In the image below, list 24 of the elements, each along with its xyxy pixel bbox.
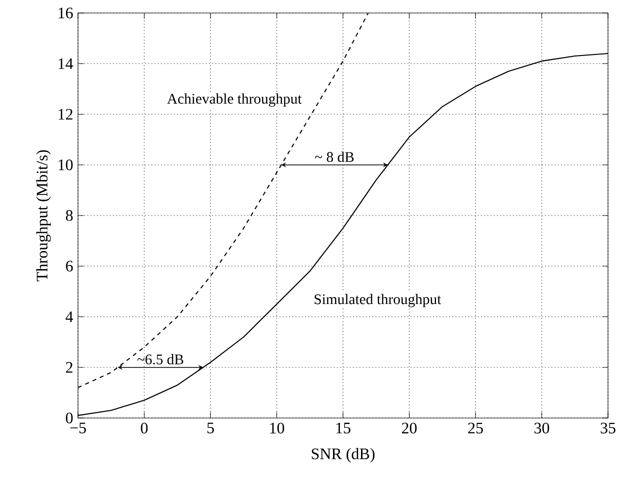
- annotation: ~ 8 dB: [315, 152, 354, 162]
- y-tick-label: 0: [66, 412, 73, 424]
- x-tick-label: 30: [534, 422, 550, 434]
- annotation: Simulated throughput: [314, 294, 442, 308]
- y-axis-title: Throughput (Mbit/s): [36, 150, 51, 282]
- y-tick-label: 2: [66, 362, 72, 373]
- x-tick-label: 35: [600, 422, 616, 434]
- y-tick-label: 16: [58, 8, 73, 18]
- x-tick-label: 20: [402, 422, 417, 434]
- y-tick-label: 8: [66, 210, 73, 221]
- x-tick-label: −5: [70, 422, 86, 434]
- y-tick-label: 12: [58, 108, 72, 120]
- y-tick-label: 4: [66, 311, 74, 322]
- y-tick-label: 14: [58, 58, 74, 69]
- annotation: Achievable throughput: [167, 93, 302, 107]
- x-tick-label: 25: [468, 422, 483, 434]
- y-tick-label: 10: [58, 159, 73, 170]
- x-tick-label: 10: [270, 422, 284, 434]
- y-tick-label: 6: [66, 260, 73, 272]
- x-tick-label: 15: [336, 422, 350, 434]
- annotation: ~6.5 dB: [137, 354, 184, 364]
- x-axis-title: SNR (dB): [312, 448, 374, 462]
- x-tick-label: 0: [140, 422, 148, 434]
- x-tick-label: 5: [207, 422, 214, 434]
